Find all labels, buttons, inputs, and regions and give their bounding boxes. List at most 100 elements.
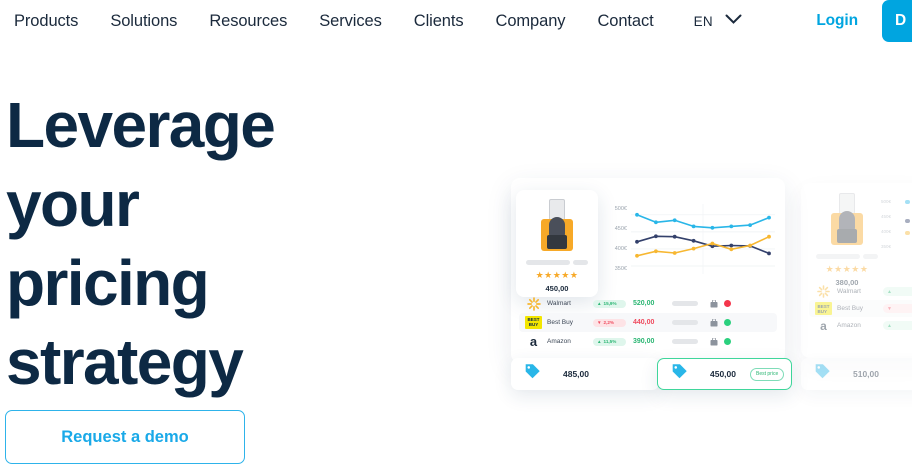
price-history-chart: 500€ 450€ 400€ 350€ (607, 204, 775, 282)
chart-point (691, 224, 696, 229)
chart-svg (631, 204, 775, 274)
chart-point (710, 225, 715, 230)
nav-link-services[interactable]: Services (319, 11, 382, 30)
blender-product-icon (536, 199, 578, 253)
row-status-group (710, 314, 731, 332)
side-retailer-name: Best Buy (837, 305, 864, 312)
language-selector[interactable]: EN (694, 12, 742, 30)
nav-link-clients[interactable]: Clients (413, 11, 464, 30)
nav-link-solutions[interactable]: Solutions (110, 11, 178, 30)
placeholder-bar (672, 301, 698, 306)
chart-line-series-orange (636, 235, 770, 257)
price-tag-bar-best[interactable]: 450,00 Best price (657, 358, 792, 390)
caret-up-icon: ▲ (597, 339, 602, 344)
chart-point (729, 247, 734, 252)
placeholder-bar (672, 339, 698, 344)
walmart-logo-icon (525, 296, 542, 311)
y-tick-label: 400€ (614, 246, 627, 252)
secondary-dashboard-panel: ★★★★★ 380,00 500€ 450€ 400€ 350€ Walmart… (801, 183, 912, 358)
login-link[interactable]: Login (816, 12, 858, 29)
chart-point (767, 251, 771, 256)
bestbuy-logo-icon: BEST BUY (525, 315, 543, 330)
side-row-bestbuy: BEST BUY Best Buy ▼ (809, 300, 912, 317)
main-dashboard-panel: ★★★★★ 450,00 500€ 450€ 400€ 350€ Walmart (511, 178, 785, 363)
y-tick-label: 500€ (614, 206, 627, 212)
page-title: Leverage your pricing strategy (6, 89, 276, 398)
price-tag-icon (814, 363, 831, 385)
price-tag-icon (671, 363, 688, 385)
amazon-logo-icon: a (529, 334, 538, 349)
retailer-price: 520,00 (633, 300, 655, 307)
dashboard-mockup-illustration: ★★★★★ 380,00 500€ 450€ 400€ 350€ Walmart… (495, 155, 912, 415)
trend-badge: ▼ 2,2% (593, 318, 626, 327)
chart-point (729, 224, 734, 229)
price-tag-icon (524, 363, 541, 385)
nav-link-resources[interactable]: Resources (209, 11, 288, 30)
trend-value: 15,9% (603, 301, 617, 306)
amazon-logo-icon: a (820, 318, 827, 333)
row-status-group (710, 333, 731, 351)
chart-point (654, 234, 658, 239)
table-row[interactable]: Walmart ▲ 15,9% 520,00 (519, 294, 777, 313)
product-card: ★★★★★ 450,00 (516, 190, 598, 297)
product-rating: ★★★★★ (535, 270, 579, 280)
side-trend-badge: ▲ (883, 287, 912, 296)
side-retailer-name: Amazon (837, 322, 861, 329)
trend-badge: ▲ 15,9% (593, 299, 626, 308)
bestbuy-logo-icon: BEST BUY (815, 302, 832, 315)
nav-right-group: Login D (816, 0, 912, 42)
price-tag-bar-side[interactable]: 510,00 (801, 358, 912, 390)
side-retailer-name: Walmart (837, 288, 861, 295)
side-chart: 500€ 450€ 400€ 350€ (881, 197, 912, 259)
chart-point (654, 249, 658, 254)
retailer-price: 440,00 (633, 319, 655, 326)
side-trend-badge: ▼ (883, 304, 912, 313)
trend-value: 11,5% (603, 339, 617, 344)
chart-point (710, 241, 715, 246)
product-price: 450,00 (545, 284, 569, 293)
row-status-group (710, 295, 731, 313)
chevron-down-icon (725, 12, 742, 30)
chart-point (748, 223, 752, 227)
side-product-rating: ★★★★★ (825, 264, 869, 274)
price-tag-value: 485,00 (563, 369, 589, 379)
chart-point (654, 220, 658, 225)
top-navigation-bar: Products Solutions Resources Services Cl… (0, 0, 912, 42)
table-row[interactable]: BEST BUY Best Buy ▼ 2,2% 440,00 (519, 313, 777, 332)
demo-button[interactable]: D (882, 0, 912, 42)
placeholder-bar (672, 320, 698, 325)
nav-link-contact[interactable]: Contact (597, 11, 654, 30)
chart-point (672, 251, 677, 255)
status-badge (724, 338, 731, 345)
chart-point (767, 234, 771, 239)
walmart-logo-icon (815, 285, 832, 299)
nav-link-products[interactable]: Products (14, 11, 79, 30)
chart-point (672, 218, 677, 223)
cart-icon[interactable] (710, 314, 718, 332)
retailer-name: Walmart (547, 300, 571, 307)
status-badge (724, 300, 731, 307)
best-price-badge: Best price (750, 367, 785, 381)
caret-down-icon: ▼ (597, 320, 602, 325)
chart-point (691, 238, 696, 243)
nav-link-company[interactable]: Company (495, 11, 566, 30)
chart-point (635, 239, 639, 244)
nav-links: Products Solutions Resources Services Cl… (14, 12, 686, 31)
request-demo-button[interactable]: Request a demo (5, 410, 245, 464)
side-product-price: 380,00 (835, 278, 859, 287)
chart-plot-area (631, 204, 775, 282)
side-trend-badge: ▲ (883, 321, 912, 330)
y-tick-label: 350€ (614, 266, 627, 272)
retailer-price: 390,00 (633, 338, 655, 345)
price-tag-bar[interactable]: 485,00 (511, 358, 659, 390)
chart-line-series-cyan (636, 214, 770, 229)
chart-point (635, 212, 639, 217)
retailer-name: Best Buy (547, 319, 574, 326)
side-product-card: ★★★★★ 380,00 (815, 193, 879, 287)
language-label: EN (693, 13, 713, 29)
chart-point (729, 243, 734, 248)
table-row[interactable]: a Amazon ▲ 11,5% 390,00 (519, 332, 777, 351)
chart-point (635, 253, 639, 258)
cart-icon[interactable] (710, 295, 718, 313)
cart-icon[interactable] (710, 333, 718, 351)
